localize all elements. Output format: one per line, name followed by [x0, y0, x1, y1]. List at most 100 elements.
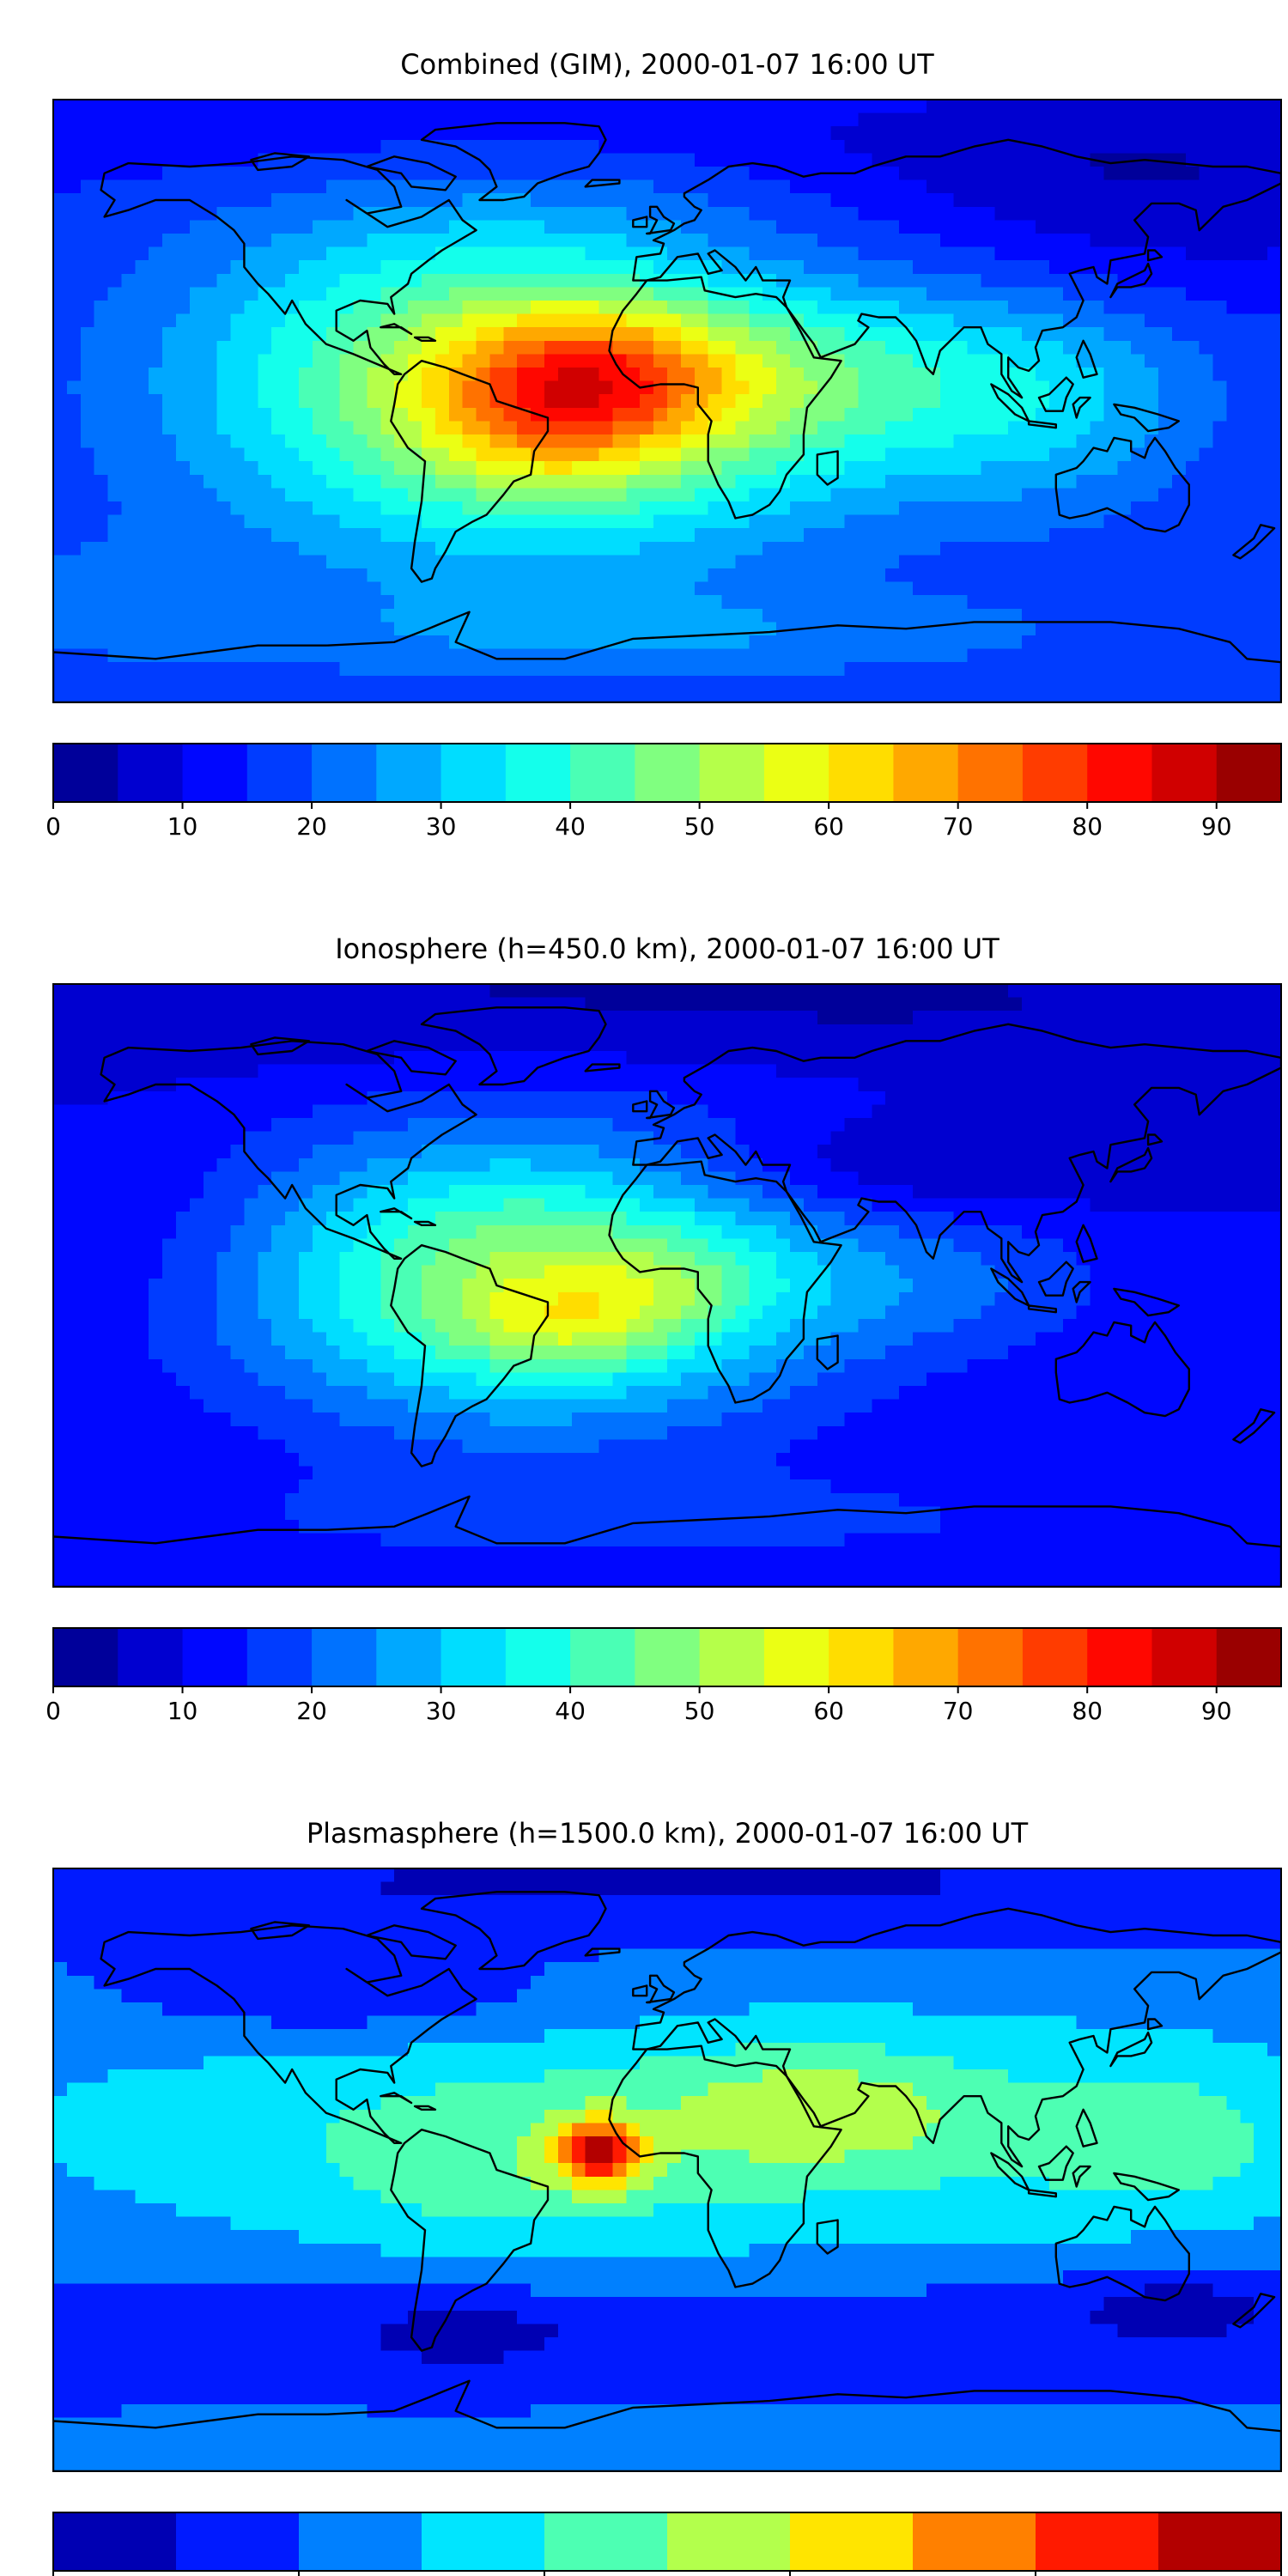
contour-cell [885, 1346, 1009, 1360]
contour-cell [994, 206, 1281, 221]
contour-cell [271, 1319, 313, 1334]
contour-cell [694, 1279, 723, 1293]
contour-cell [858, 368, 941, 382]
contour-cell [1199, 2082, 1281, 2097]
contour-cell [339, 1291, 381, 1306]
contour-cell [53, 2257, 1281, 2271]
coastline [1146, 2018, 1163, 2031]
contour-cell [913, 581, 1281, 596]
contour-cell [612, 2149, 627, 2164]
contour-cell [994, 246, 1187, 261]
contour-cell [694, 1346, 750, 1360]
contour-cell [53, 126, 832, 141]
contour-cell [803, 394, 860, 409]
contour-cell [1090, 2310, 1255, 2324]
contour-cell [394, 461, 436, 476]
contour-cell [1131, 447, 1200, 462]
contour-cell [544, 1198, 641, 1212]
contour-cell [858, 1078, 1281, 1092]
contour-cell [1212, 2176, 1281, 2190]
contour-cell [1226, 394, 1281, 409]
contour-cell [626, 1346, 668, 1360]
contour-cell [885, 568, 1281, 583]
contour-cell [830, 193, 955, 208]
contour-cell [53, 1386, 191, 1400]
contour-cell [708, 273, 777, 288]
contour-cell [216, 1252, 258, 1267]
contour-cell [325, 434, 368, 449]
contour-cell [721, 461, 777, 476]
contour-cell [694, 380, 723, 395]
contour-cell [162, 354, 218, 368]
contour-cell [858, 1319, 955, 1334]
contour-cell [544, 1962, 1281, 1977]
contour-cell [189, 1386, 286, 1400]
colorbar-swatch [829, 1628, 894, 1686]
contour-cell [667, 2163, 1241, 2178]
colorbar-swatch [667, 2512, 791, 2571]
contour-cell [53, 1466, 313, 1480]
contour-cell [953, 2056, 1281, 2070]
contour-cell [53, 662, 341, 677]
contour-cell [53, 1975, 95, 1990]
contour-cell [489, 380, 518, 395]
contour-cell [380, 501, 464, 516]
contour-cell [531, 301, 600, 315]
contour-cell [312, 1358, 368, 1373]
colorbar-tick-label: 20 [296, 1697, 327, 1725]
contour-cell [53, 1546, 1281, 1561]
contour-cell [53, 1011, 818, 1025]
colorbar-swatch [1022, 1628, 1088, 1686]
contour-cell [762, 608, 1023, 623]
contour-cell [557, 1332, 573, 1346]
contour-cell [53, 1118, 272, 1133]
contour-cell [271, 1238, 313, 1253]
contour-cell [271, 234, 368, 248]
contour-cell [53, 2176, 95, 2190]
contour-cell [735, 340, 777, 355]
contour-cell [367, 568, 709, 583]
contour-cell [53, 1319, 149, 1334]
colorbar-swatch [246, 744, 313, 802]
contour-cell [462, 1439, 600, 1454]
map-frame [52, 1868, 1282, 2472]
contour-cell [913, 260, 1050, 275]
contour-cell [803, 2190, 1281, 2204]
contour-cell [503, 1198, 545, 1212]
contour-cell [749, 447, 805, 462]
contour-cell [503, 1319, 627, 1334]
contour-cell [749, 1145, 818, 1159]
contour-cell [53, 2069, 109, 2084]
contour-cell [312, 1145, 422, 1159]
contour-cell [422, 1358, 491, 1373]
colorbar-swatch [422, 2512, 545, 2571]
contour-cell [203, 1399, 313, 1413]
coastline [100, 1924, 477, 2145]
contour-cell [640, 2163, 668, 2178]
contour-cell [1171, 474, 1281, 489]
contour-cell [653, 2136, 914, 2151]
contour-cell [53, 1091, 109, 1105]
contour-cell [749, 1265, 777, 1279]
contour-cell [844, 1118, 1281, 1133]
contour-cell [790, 407, 846, 422]
contour-cell [216, 380, 258, 395]
contour-cell [176, 1372, 258, 1387]
contour-cell [230, 434, 286, 449]
contour-cell [53, 1559, 1281, 1574]
contour-cell [776, 1252, 818, 1267]
contour-cell [299, 368, 341, 382]
contour-cell [1158, 380, 1228, 395]
contour-cell [189, 220, 313, 234]
colorbar-swatch [376, 1628, 442, 1686]
contour-cell [885, 421, 1009, 435]
colorbar-swatch [440, 744, 507, 802]
coastline [380, 2092, 413, 2105]
colorbar-tick-label: 20 [296, 812, 327, 841]
contour-cell [667, 407, 696, 422]
contour-cell [626, 474, 682, 489]
colorbar-swatch [570, 744, 635, 802]
colorbar-tick-label: 90 [1201, 812, 1232, 841]
contour-cell [721, 595, 969, 610]
contour-cell [53, 2149, 327, 2164]
